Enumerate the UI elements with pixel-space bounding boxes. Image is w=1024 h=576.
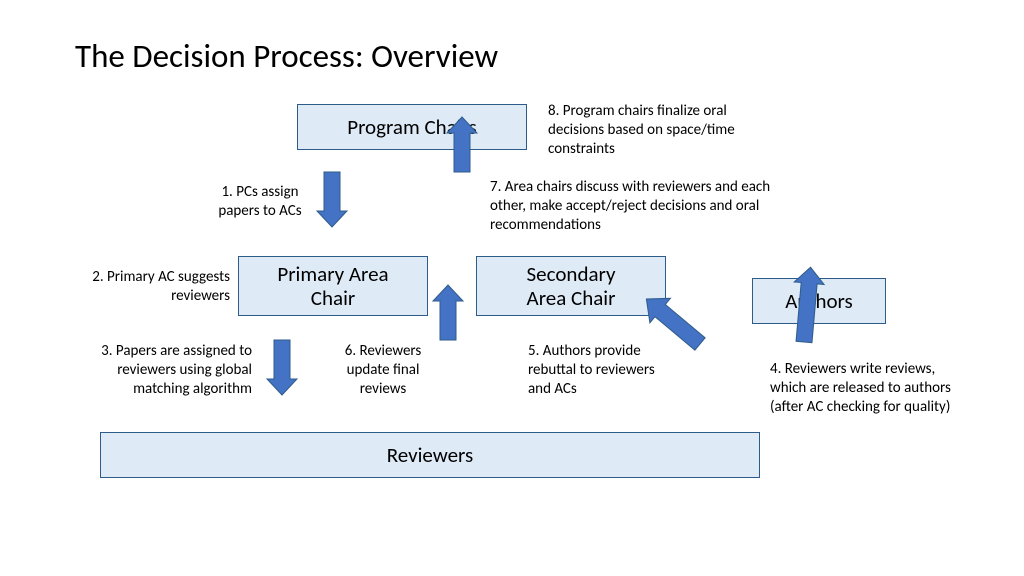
arrow-4-up [757, 233, 858, 375]
annot-3: 3. Papers are assigned to reviewers usin… [52, 342, 252, 398]
box-primary-ac: Primary Area Chair [238, 256, 428, 316]
box-label: Primary Area Chair [277, 262, 388, 310]
arrow-1-down [287, 142, 377, 257]
page-title: The Decision Process: Overview [75, 36, 498, 76]
arrow-3-down [237, 310, 327, 425]
arrow-7-up [417, 87, 507, 202]
arrow-6-up [403, 255, 493, 370]
box-reviewers: Reviewers [100, 432, 760, 478]
box-label: Reviewers [387, 443, 473, 467]
annot-2: 2. Primary AC suggests reviewers [50, 268, 230, 306]
annot-7: 7. Area chairs discuss with reviewers an… [490, 178, 860, 234]
annot-8: 8. Program chairs finalize oral decision… [548, 102, 798, 158]
